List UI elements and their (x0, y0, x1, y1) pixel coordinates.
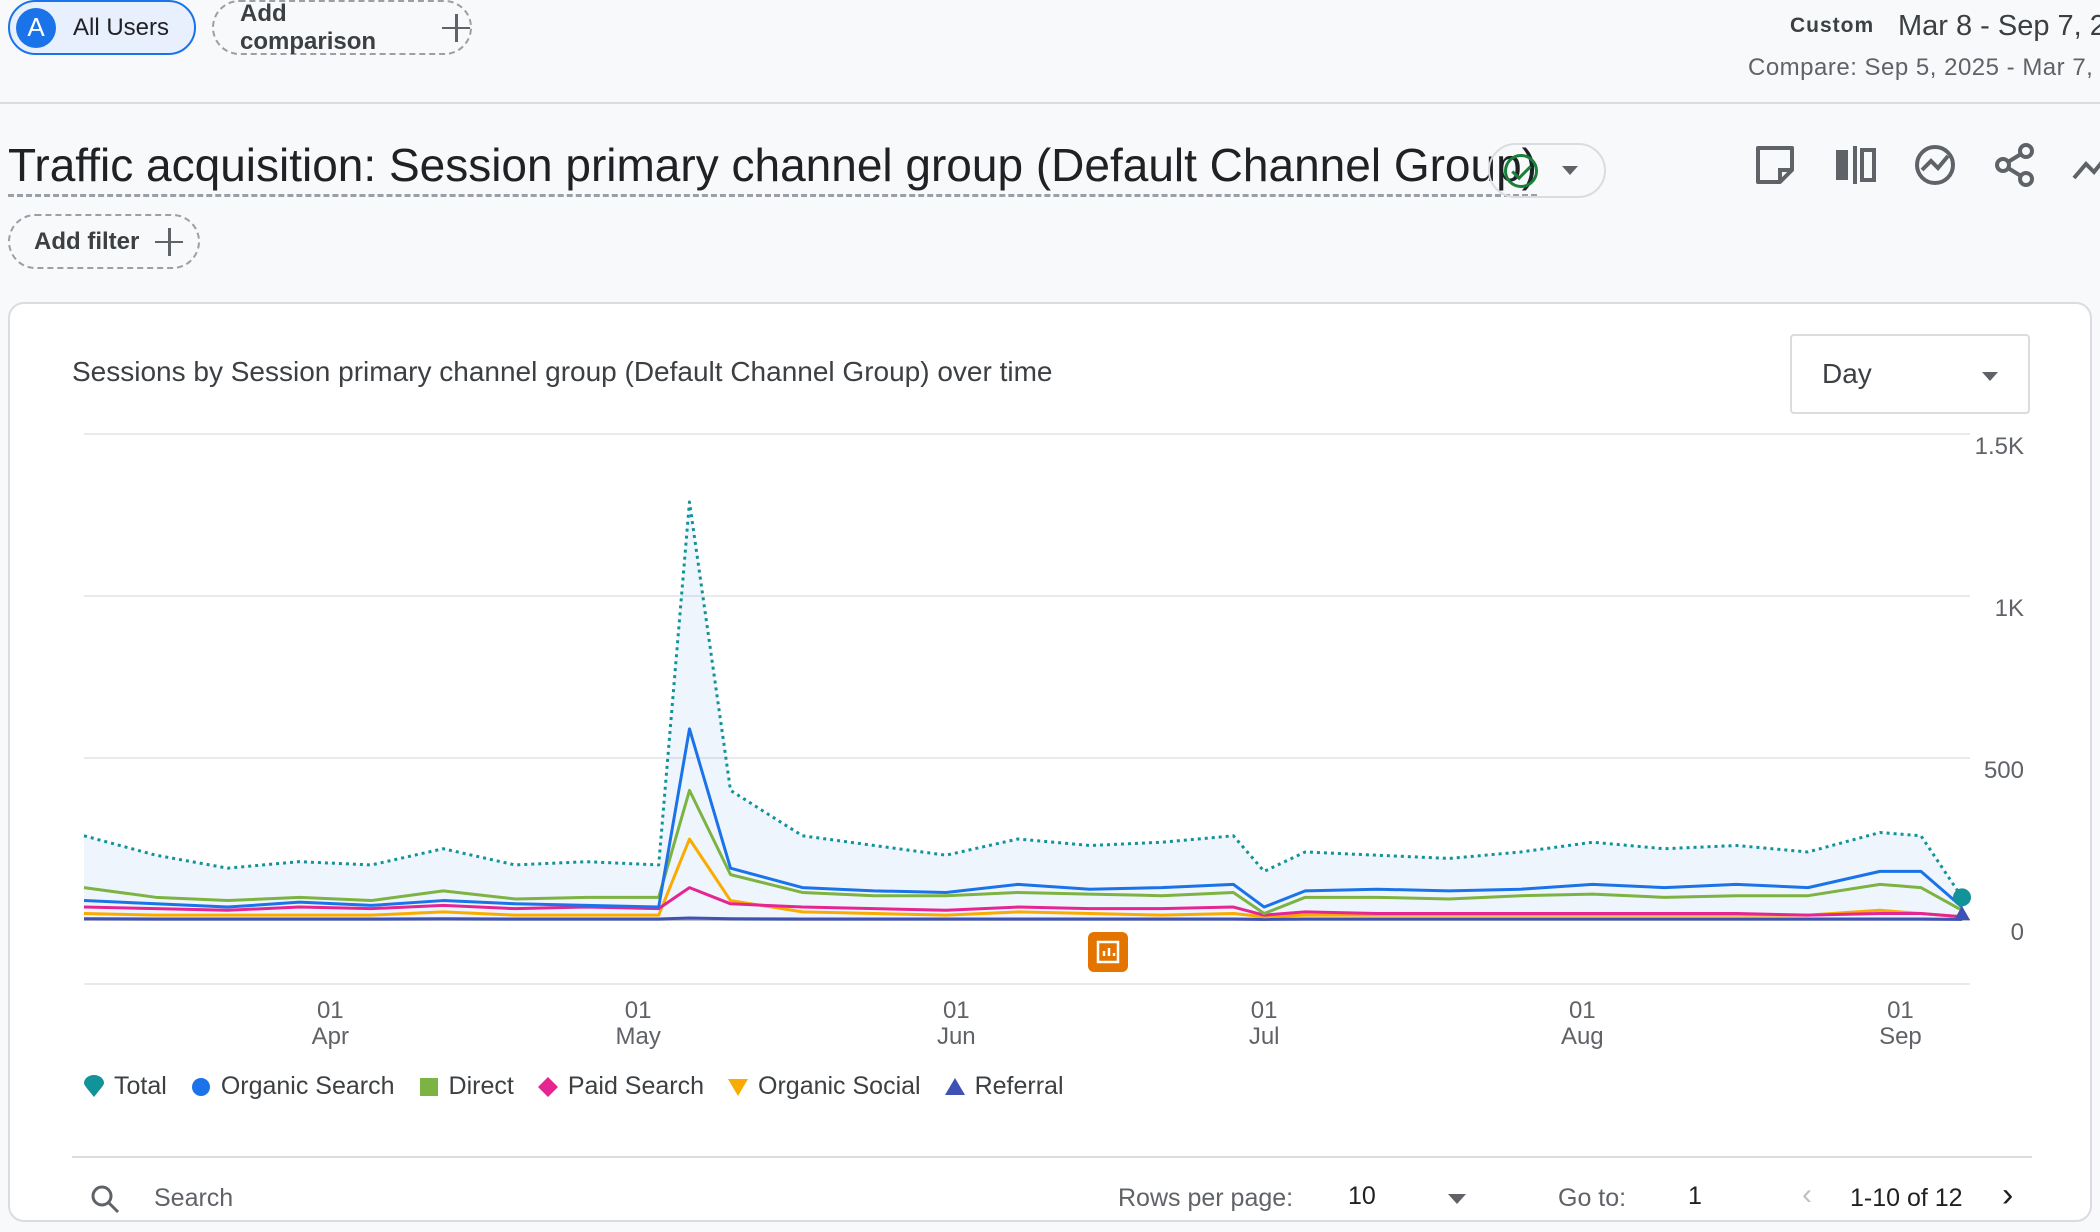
report-title[interactable]: Traffic acquisition: Session primary cha… (8, 138, 1537, 197)
add-comparison-button[interactable]: Add comparison (212, 0, 472, 55)
rows-per-page-label: Rows per page: (1118, 1184, 1294, 1212)
series-line-referral[interactable] (83, 916, 1963, 921)
rows-per-page-select[interactable]: 10 (1348, 1182, 1376, 1210)
pagination-text: 1-10 of 12 (1850, 1184, 1963, 1212)
x-tick-month: Aug (1561, 1023, 1604, 1050)
total-area-fill (84, 502, 1962, 920)
legend-item-paid-search[interactable]: Paid Search (536, 1072, 704, 1101)
square-marker-icon (419, 1077, 438, 1096)
chart-legend: Total Organic Search Direct Paid Search Orga… (82, 1072, 1086, 1101)
x-tick-month: Jun (937, 1023, 976, 1050)
legend-label: Referral (974, 1072, 1064, 1100)
triangle-down-marker-icon (728, 1078, 749, 1096)
chevron-down-icon (1982, 372, 1998, 381)
add-filter-button[interactable]: Add filter (8, 214, 200, 269)
legend-label: Organic Search (220, 1072, 395, 1100)
legend-label: Total (114, 1072, 167, 1100)
report-status-chip[interactable] (1488, 143, 1606, 198)
circle-marker-icon (191, 1077, 210, 1096)
search-icon (91, 1185, 120, 1214)
legend-label: Direct (448, 1072, 514, 1100)
chevron-down-icon (1562, 166, 1578, 175)
teardrop-marker-icon (84, 1074, 104, 1097)
segment-avatar: A (16, 7, 56, 48)
legend-item-organic-search[interactable]: Organic Search (189, 1072, 395, 1101)
goto-input[interactable]: 1 (1688, 1182, 1702, 1210)
series-line-organic-search[interactable] (83, 727, 1963, 909)
diamond-marker-icon (537, 1076, 558, 1097)
legend-item-referral[interactable]: Referral (943, 1072, 1064, 1101)
segment-label: All Users (73, 13, 170, 41)
table-controls: Search Rows per page: 10 Go to: 1 ‹ 1-10… (72, 1172, 2052, 1232)
top-bar: A All Users Add comparison Custom Mar 8 … (0, 0, 2100, 104)
explore-icon[interactable] (2070, 142, 2100, 188)
add-filter-label: Add filter (34, 227, 140, 255)
date-mode-label: Custom (1790, 14, 1875, 37)
x-tick-month: Sep (1879, 1023, 1922, 1050)
x-tick-month: May (615, 1023, 660, 1050)
series-line-paid-search[interactable] (83, 886, 1963, 919)
check-circle-icon (1504, 153, 1538, 188)
triangle-up-marker-icon (944, 1077, 965, 1095)
table-search-input[interactable]: Search (154, 1184, 234, 1212)
y-tick-label: 1K (1995, 595, 2024, 622)
report-annotation-icon[interactable] (1088, 932, 1128, 972)
note-icon[interactable] (1752, 142, 1798, 188)
x-tick-day: 01 (1251, 997, 1278, 1024)
y-tick-label: 500 (1984, 757, 2024, 784)
compare-date-range: Compare: Sep 5, 2025 - Mar 7, 2025 (1748, 54, 2100, 81)
series-line-organic-social[interactable] (83, 837, 1963, 919)
granularity-select[interactable]: Day (1790, 334, 2030, 414)
chart-card-title: Sessions by Session primary channel grou… (72, 356, 1053, 387)
y-axis-ticks: 0 500 1K 1.5K (1975, 433, 2024, 946)
divider (72, 1156, 2032, 1158)
y-tick-label: 1.5K (1975, 433, 2024, 460)
legend-item-total[interactable]: Total (82, 1072, 167, 1101)
referral-end-marker (1954, 906, 1970, 920)
total-end-marker (1953, 888, 1971, 907)
legend-item-direct[interactable]: Direct (417, 1072, 514, 1101)
series-line-total[interactable] (83, 500, 1964, 899)
x-tick-day: 01 (943, 997, 970, 1024)
insights-icon[interactable] (1912, 142, 1958, 188)
chart-series (83, 500, 1971, 921)
series-line-direct[interactable] (83, 788, 1963, 916)
x-tick-month: Apr (312, 1023, 349, 1050)
legend-item-organic-social[interactable]: Organic Social (726, 1072, 921, 1101)
compare-columns-icon[interactable] (1832, 142, 1878, 188)
segment-chip-all-users[interactable]: A All Users (8, 0, 196, 55)
x-tick-day: 01 (1569, 997, 1596, 1024)
legend-label: Organic Social (758, 1072, 921, 1100)
legend-label: Paid Search (567, 1072, 705, 1100)
chart-card: Sessions by Session primary channel grou… (8, 302, 2092, 1222)
chevron-left-icon[interactable]: ‹ (1802, 1178, 1812, 1211)
x-tick-day: 01 (1887, 997, 1914, 1024)
chevron-right-icon[interactable]: › (2002, 1176, 2014, 1214)
share-icon[interactable] (1992, 142, 2038, 188)
x-tick-day: 01 (317, 997, 344, 1024)
x-tick-month: Jul (1249, 1023, 1280, 1050)
add-comparison-label: Add comparison (240, 0, 377, 55)
goto-label: Go to: (1558, 1184, 1627, 1212)
granularity-value: Day (1822, 358, 1872, 389)
plus-icon (155, 227, 184, 256)
date-range-picker[interactable]: Mar 8 - Sep 7, 2025 (1898, 10, 2100, 42)
chevron-down-icon[interactable] (1448, 1194, 1466, 1204)
plus-icon (442, 13, 470, 42)
x-tick-day: 01 (625, 997, 652, 1024)
y-tick-label: 0 (2011, 919, 2024, 946)
